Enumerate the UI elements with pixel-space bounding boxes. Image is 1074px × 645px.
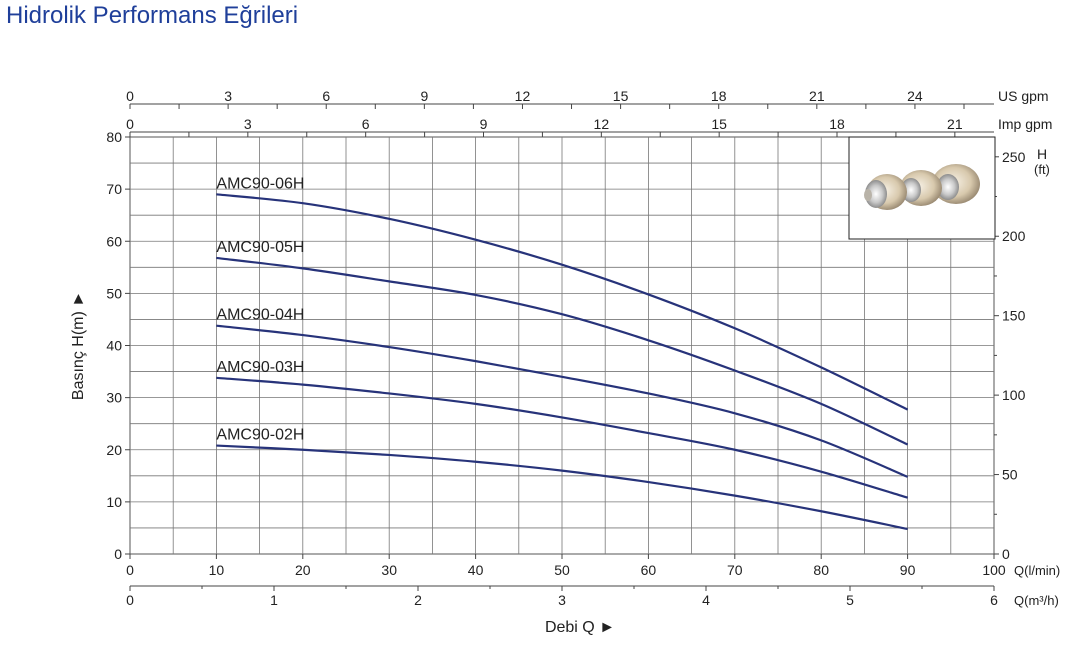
curve-amc90-05h [216,256,909,446]
curve-label-amc90-04h: AMC90-04H [216,307,304,324]
us-gpm-tick-label: 24 [907,88,923,104]
ft-tick-label: 100 [1002,387,1026,403]
m3h-tick-label: 1 [270,592,278,608]
x-tick-label: 90 [900,562,916,578]
imp-gpm-tick-label: 12 [594,116,610,132]
curve-label-amc90-05h: AMC90-05H [216,239,304,256]
imp-gpm-tick-label: 0 [126,116,134,132]
m3h-tick-label: 2 [414,592,422,608]
ft-tick-label: 150 [1002,308,1026,324]
m3h-tick-label: 6 [990,592,998,608]
y-tick-label: 10 [106,494,122,510]
us-gpm-tick-label: 12 [515,88,531,104]
curve-label-amc90-02h: AMC90-02H [216,427,304,444]
imp-gpm-tick-label: 21 [947,116,963,132]
x-tick-label: 0 [126,562,134,578]
m3h-tick-label: 3 [558,592,566,608]
curve-label-amc90-06h: AMC90-06H [216,175,304,192]
imp-gpm-tick-label: 9 [480,116,488,132]
ft-unit-label-bottom: (ft) [1034,162,1050,177]
curve-amc90-06h [216,193,909,411]
x-tick-label: 30 [381,562,397,578]
grid [129,136,995,555]
m3h-unit-label: Q(m³/h) [1014,593,1059,608]
y-tick-label: 80 [106,129,122,145]
y-tick-label: 40 [106,338,122,354]
y-tick-label: 30 [106,390,122,406]
x-tick-label: 80 [813,562,829,578]
curve-amc90-04h [216,324,909,478]
x-tick-label: 60 [641,562,657,578]
imp-gpm-tick-label: 15 [711,116,727,132]
x-tick-label: 50 [554,562,570,578]
x-axis-title: Debi Q ► [545,619,615,636]
imp-gpm-unit-label: Imp gpm [998,116,1052,132]
x-tick-label: 10 [209,562,225,578]
curve-amc90-02h [216,444,908,531]
y-tick-label: 50 [106,285,122,301]
curve-label-amc90-03h: AMC90-03H [216,359,304,376]
x-tick-label: 20 [295,562,311,578]
product-photo [848,136,996,240]
imp-gpm-tick-label: 3 [244,116,252,132]
us-gpm-unit-label: US gpm [998,88,1049,104]
x-tick-label: 40 [468,562,484,578]
us-gpm-tick-label: 3 [224,88,232,104]
us-gpm-tick-label: 9 [420,88,428,104]
x-unit-label: Q(l/min) [1014,563,1060,578]
imp-gpm-tick-label: 6 [362,116,370,132]
y-tick-label: 70 [106,181,122,197]
page-title: Hidrolik Performans Eğrileri [6,2,299,29]
x-tick-label: 70 [727,562,743,578]
ft-unit-label-top: H [1037,146,1047,162]
y-tick-label: 20 [106,442,122,458]
m3h-tick-label: 0 [126,592,134,608]
y-tick-label: 0 [114,546,122,562]
curve-amc90-03h [216,376,908,499]
us-gpm-tick-label: 6 [322,88,330,104]
y-axis-title: Basınç H(m) ► [70,291,87,400]
curves [216,193,909,531]
ft-tick-label: 0 [1002,546,1010,562]
ft-tick-label: 200 [1002,228,1026,244]
labels: AMC90-06H AMC90-05H AMC90-04H AMC90-03H AMC9… [216,175,304,443]
us-gpm-tick-label: 21 [809,88,825,104]
ft-tick-label: 250 [1002,149,1026,165]
us-gpm-tick-label: 0 [126,88,134,104]
imp-gpm-tick-label: 18 [829,116,845,132]
y-tick-label: 60 [106,233,122,249]
us-gpm-tick-label: 15 [613,88,629,104]
us-gpm-tick-label: 18 [711,88,727,104]
x-tick-label: 100 [982,562,1006,578]
m3h-tick-label: 5 [846,592,854,608]
ft-tick-label: 50 [1002,467,1018,483]
m3h-tick-label: 4 [702,592,710,608]
